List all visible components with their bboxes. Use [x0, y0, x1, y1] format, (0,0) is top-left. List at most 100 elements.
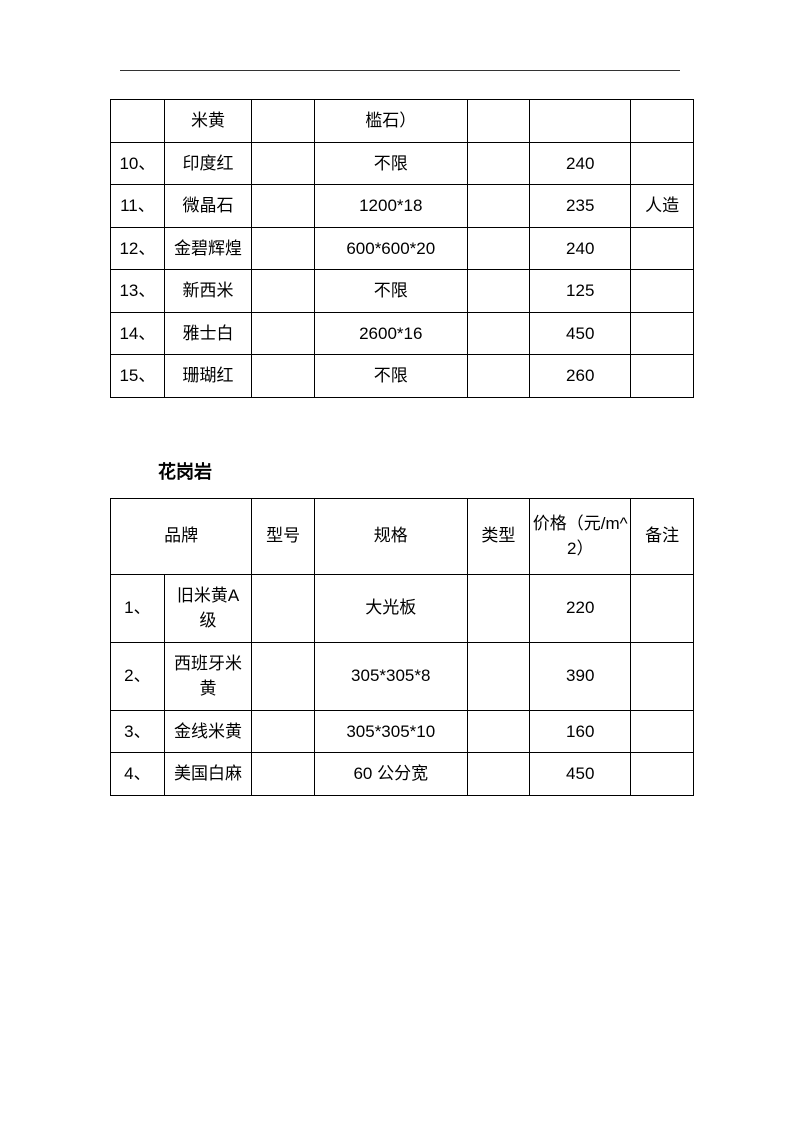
- cell-note: [631, 710, 694, 753]
- table-row: 12、 金碧辉煌 600*600*20 240: [111, 227, 694, 270]
- cell-model: [252, 355, 315, 398]
- table-row: 11、 微晶石 1200*18 235 人造: [111, 185, 694, 228]
- cell-index: 1、: [111, 574, 165, 642]
- cell-model: [252, 642, 315, 710]
- table-row: 2、 西班牙米黄 305*305*8 390: [111, 642, 694, 710]
- cell-price: 450: [530, 312, 631, 355]
- cell-model: [252, 227, 315, 270]
- cell-index: 13、: [111, 270, 165, 313]
- cell-note: [631, 142, 694, 185]
- cell-index: 2、: [111, 642, 165, 710]
- section-title-granite: 花岗岩: [158, 458, 694, 484]
- cell-type: [467, 355, 530, 398]
- cell-note: [631, 753, 694, 796]
- cell-price: 240: [530, 142, 631, 185]
- cell-type: [467, 185, 530, 228]
- cell-price: 160: [530, 710, 631, 753]
- cell-spec: 1200*18: [315, 185, 467, 228]
- cell-name: 金碧辉煌: [164, 227, 251, 270]
- cell-spec: 305*305*10: [315, 710, 467, 753]
- cell-type: [467, 574, 530, 642]
- cell-model: [252, 312, 315, 355]
- cell-type: [467, 142, 530, 185]
- header-price: 价格（元/m^2）: [530, 498, 631, 574]
- cell-spec: 60 公分宽: [315, 753, 467, 796]
- cell-name: 微晶石: [164, 185, 251, 228]
- cell-spec: 大光板: [315, 574, 467, 642]
- table-row: 13、 新西米 不限 125: [111, 270, 694, 313]
- cell-type: [467, 710, 530, 753]
- cell-model: [252, 574, 315, 642]
- cell-price: 240: [530, 227, 631, 270]
- table-row: 4、 美国白麻 60 公分宽 450: [111, 753, 694, 796]
- cell-type: [467, 227, 530, 270]
- cell-price: [530, 100, 631, 143]
- cell-index: 12、: [111, 227, 165, 270]
- cell-model: [252, 142, 315, 185]
- cell-type: [467, 642, 530, 710]
- cell-spec: 不限: [315, 355, 467, 398]
- table-2: 品牌 型号 规格 类型 价格（元/m^2） 备注 1、 旧米黄A 级 大光板 2…: [110, 498, 694, 796]
- cell-name: 金线米黄: [164, 710, 251, 753]
- cell-name: 美国白麻: [164, 753, 251, 796]
- cell-type: [467, 270, 530, 313]
- cell-name: 印度红: [164, 142, 251, 185]
- cell-price: 390: [530, 642, 631, 710]
- cell-note: [631, 100, 694, 143]
- top-horizontal-rule: [120, 70, 680, 71]
- table-row: 米黄 槛石）: [111, 100, 694, 143]
- cell-model: [252, 710, 315, 753]
- cell-name: 珊瑚红: [164, 355, 251, 398]
- cell-model: [252, 270, 315, 313]
- cell-price: 235: [530, 185, 631, 228]
- cell-type: [467, 100, 530, 143]
- table-row: 14、 雅士白 2600*16 450: [111, 312, 694, 355]
- cell-note: [631, 312, 694, 355]
- cell-model: [252, 100, 315, 143]
- cell-name: 米黄: [164, 100, 251, 143]
- cell-price: 220: [530, 574, 631, 642]
- header-type: 类型: [467, 498, 530, 574]
- cell-type: [467, 753, 530, 796]
- cell-spec: 不限: [315, 142, 467, 185]
- cell-model: [252, 185, 315, 228]
- cell-type: [467, 312, 530, 355]
- header-brand: 品牌: [111, 498, 252, 574]
- cell-spec: 槛石）: [315, 100, 467, 143]
- cell-note: [631, 642, 694, 710]
- cell-index: 14、: [111, 312, 165, 355]
- cell-name: 旧米黄A 级: [164, 574, 251, 642]
- table-1: 米黄 槛石） 10、 印度红 不限 240 11、 微晶石 1200*1: [110, 99, 694, 398]
- cell-note: [631, 227, 694, 270]
- table-row: 15、 珊瑚红 不限 260: [111, 355, 694, 398]
- cell-name: 新西米: [164, 270, 251, 313]
- cell-name: 西班牙米黄: [164, 642, 251, 710]
- cell-index: 4、: [111, 753, 165, 796]
- cell-price: 450: [530, 753, 631, 796]
- cell-spec: 600*600*20: [315, 227, 467, 270]
- cell-note: [631, 270, 694, 313]
- cell-spec: 不限: [315, 270, 467, 313]
- cell-spec: 305*305*8: [315, 642, 467, 710]
- cell-note: [631, 355, 694, 398]
- cell-spec: 2600*16: [315, 312, 467, 355]
- table-header-row: 品牌 型号 规格 类型 价格（元/m^2） 备注: [111, 498, 694, 574]
- table-row: 10、 印度红 不限 240: [111, 142, 694, 185]
- cell-index: 15、: [111, 355, 165, 398]
- cell-name: 雅士白: [164, 312, 251, 355]
- header-spec: 规格: [315, 498, 467, 574]
- cell-note: [631, 574, 694, 642]
- table-row: 1、 旧米黄A 级 大光板 220: [111, 574, 694, 642]
- cell-index: 3、: [111, 710, 165, 753]
- cell-model: [252, 753, 315, 796]
- cell-index: 10、: [111, 142, 165, 185]
- cell-price: 125: [530, 270, 631, 313]
- cell-price: 260: [530, 355, 631, 398]
- page-container: 米黄 槛石） 10、 印度红 不限 240 11、 微晶石 1200*1: [0, 0, 804, 796]
- header-note: 备注: [631, 498, 694, 574]
- header-model: 型号: [252, 498, 315, 574]
- cell-index: [111, 100, 165, 143]
- table-row: 3、 金线米黄 305*305*10 160: [111, 710, 694, 753]
- cell-index: 11、: [111, 185, 165, 228]
- cell-note: 人造: [631, 185, 694, 228]
